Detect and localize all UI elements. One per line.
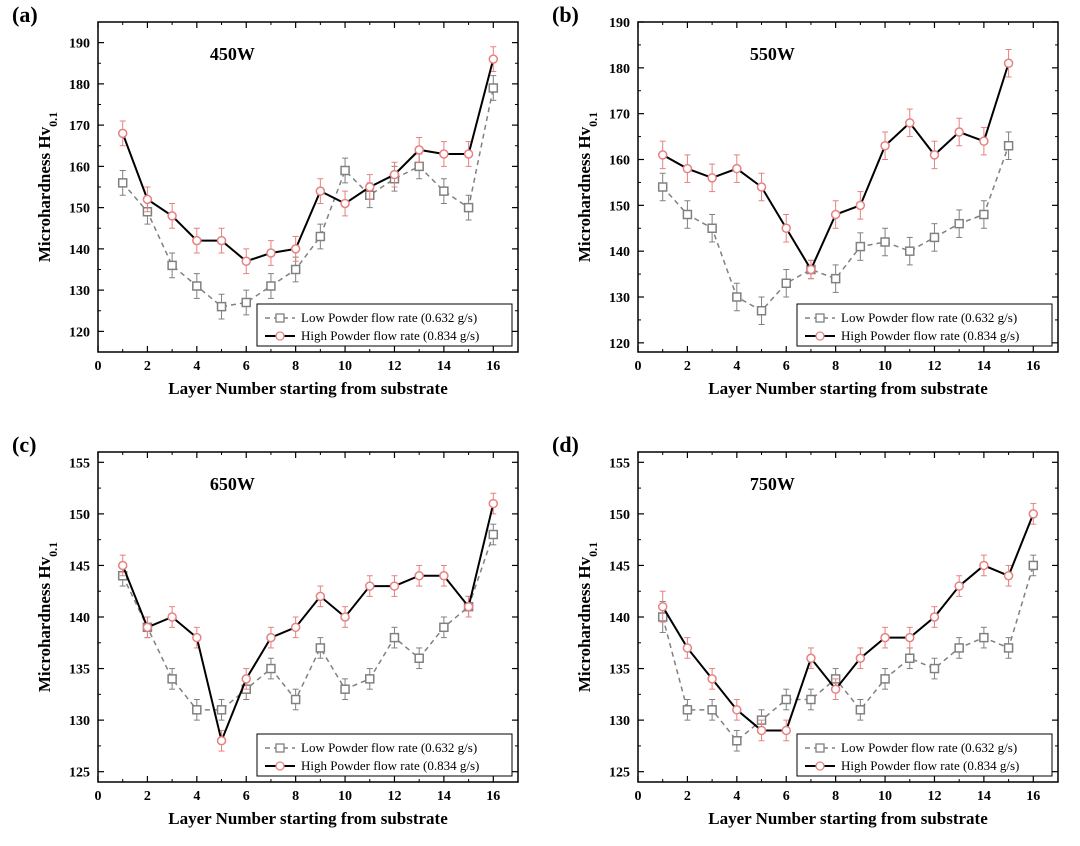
svg-text:14: 14	[437, 789, 451, 804]
legend-item-low: Low Powder flow rate (0.632 g/s)	[841, 310, 1017, 325]
svg-text:14: 14	[977, 359, 991, 374]
svg-text:145: 145	[69, 559, 90, 574]
svg-text:10: 10	[338, 359, 352, 374]
svg-text:14: 14	[977, 789, 991, 804]
svg-text:4: 4	[733, 359, 740, 374]
x-axis-label: Layer Number starting from substrate	[708, 379, 988, 398]
svg-text:12: 12	[387, 789, 401, 804]
svg-text:150: 150	[69, 202, 90, 217]
svg-text:4: 4	[193, 359, 200, 374]
legend-item-low: Low Powder flow rate (0.632 g/s)	[301, 310, 477, 325]
y-axis-label: Microhardness Hv0.1	[575, 112, 600, 262]
svg-text:190: 190	[69, 37, 90, 52]
svg-text:10: 10	[878, 359, 892, 374]
legend-item-low: Low Powder flow rate (0.632 g/s)	[301, 740, 477, 755]
legend-item-low: Low Powder flow rate (0.632 g/s)	[841, 740, 1017, 755]
svg-text:8: 8	[292, 359, 299, 374]
x-axis-label: Layer Number starting from substrate	[168, 809, 448, 828]
svg-text:2: 2	[144, 789, 151, 804]
y-axis-label: Microhardness Hv0.1	[35, 112, 60, 262]
panel-title: 750W	[750, 474, 795, 494]
svg-text:12: 12	[927, 359, 941, 374]
svg-text:150: 150	[609, 199, 630, 214]
legend-item-high: High Powder flow rate (0.834 g/s)	[301, 328, 479, 343]
panel-c: 0 2 4 6 8 10 12 14 16 125 130 135 140 145 150 155 Layer …	[30, 440, 530, 840]
svg-text:140: 140	[69, 611, 90, 626]
svg-text:170: 170	[69, 119, 90, 134]
svg-text:0: 0	[635, 359, 642, 374]
svg-text:10: 10	[878, 789, 892, 804]
svg-text:145: 145	[609, 559, 630, 574]
svg-text:140: 140	[609, 611, 630, 626]
svg-text:135: 135	[609, 663, 630, 678]
svg-text:10: 10	[338, 789, 352, 804]
svg-text:0: 0	[95, 789, 102, 804]
svg-text:6: 6	[243, 789, 250, 804]
svg-text:6: 6	[243, 359, 250, 374]
svg-text:16: 16	[1026, 359, 1040, 374]
svg-text:12: 12	[387, 359, 401, 374]
x-axis-label: Layer Number starting from substrate	[708, 809, 988, 828]
svg-text:4: 4	[193, 789, 200, 804]
panel-a: 0 2 4 6 8 10 12 14 16 120 130 140 150 160 170 180 190 Lay…	[30, 10, 530, 410]
svg-text:130: 130	[609, 714, 630, 729]
x-axis-label: Layer Number starting from substrate	[168, 379, 448, 398]
y-axis-label: Microhardness Hv0.1	[35, 542, 60, 692]
svg-text:4: 4	[733, 789, 740, 804]
panel-title: 650W	[210, 474, 255, 494]
svg-text:125: 125	[609, 766, 630, 781]
svg-text:140: 140	[609, 245, 630, 260]
svg-text:130: 130	[609, 291, 630, 306]
svg-text:160: 160	[609, 154, 630, 169]
svg-text:12: 12	[927, 789, 941, 804]
svg-text:135: 135	[69, 663, 90, 678]
svg-text:130: 130	[69, 284, 90, 299]
svg-text:150: 150	[609, 508, 630, 523]
svg-text:2: 2	[684, 359, 691, 374]
svg-text:130: 130	[69, 714, 90, 729]
legend-item-high: High Powder flow rate (0.834 g/s)	[301, 758, 479, 773]
svg-text:120: 120	[69, 325, 90, 340]
legend-item-high: High Powder flow rate (0.834 g/s)	[841, 758, 1019, 773]
svg-text:16: 16	[486, 789, 500, 804]
svg-text:0: 0	[95, 359, 102, 374]
svg-text:180: 180	[609, 62, 630, 77]
svg-text:16: 16	[486, 359, 500, 374]
svg-text:150: 150	[69, 508, 90, 523]
svg-text:6: 6	[783, 789, 790, 804]
svg-text:120: 120	[609, 337, 630, 352]
svg-text:2: 2	[144, 359, 151, 374]
panel-d: 0 2 4 6 8 10 12 14 16 125 130 135 140 145 150 155 Layer …	[570, 440, 1070, 840]
svg-text:14: 14	[437, 359, 451, 374]
svg-text:180: 180	[69, 78, 90, 93]
svg-text:16: 16	[1026, 789, 1040, 804]
svg-text:2: 2	[684, 789, 691, 804]
figure-root: (a) 024681012141612013014015016017018019…	[0, 0, 1080, 846]
svg-text:0: 0	[635, 789, 642, 804]
svg-text:155: 155	[69, 456, 90, 471]
panel-b: 0 2 4 6 8 10 12 14 16 120 130 140 150 160 170 180 190 Lay…	[570, 10, 1070, 410]
panel-title: 550W	[750, 44, 795, 64]
svg-text:170: 170	[609, 108, 630, 123]
svg-text:190: 190	[609, 16, 630, 31]
svg-text:6: 6	[783, 359, 790, 374]
panel-title: 450W	[210, 44, 255, 64]
svg-text:8: 8	[832, 789, 839, 804]
legend-item-high: High Powder flow rate (0.834 g/s)	[841, 328, 1019, 343]
svg-text:8: 8	[292, 789, 299, 804]
svg-text:140: 140	[69, 243, 90, 258]
svg-text:160: 160	[69, 160, 90, 175]
y-axis-label: Microhardness Hv0.1	[575, 542, 600, 692]
svg-text:125: 125	[69, 766, 90, 781]
svg-text:155: 155	[609, 456, 630, 471]
svg-text:8: 8	[832, 359, 839, 374]
